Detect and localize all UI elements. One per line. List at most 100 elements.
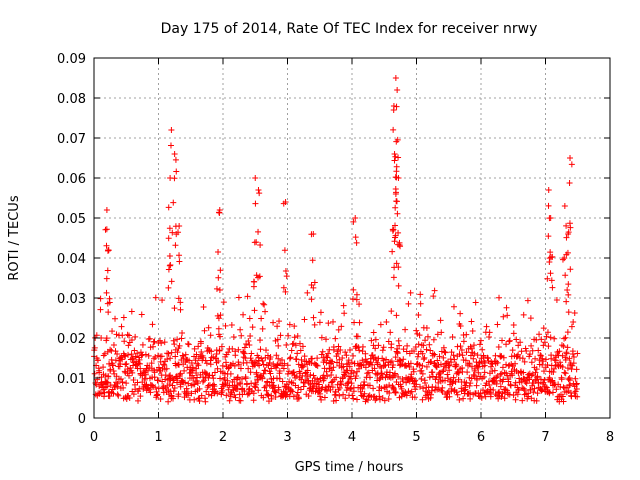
data-point — [252, 200, 259, 207]
data-point — [527, 315, 534, 322]
data-point — [392, 389, 399, 396]
data-point — [420, 342, 427, 349]
data-point — [176, 258, 183, 265]
data-point — [280, 284, 287, 291]
data-point — [225, 365, 232, 372]
data-point — [238, 332, 245, 339]
data-point — [93, 332, 100, 339]
data-point — [454, 391, 461, 398]
data-point — [142, 371, 149, 378]
data-point — [390, 226, 397, 233]
data-point — [171, 384, 178, 391]
data-point — [226, 382, 233, 389]
data-point — [467, 389, 474, 396]
data-point — [232, 394, 239, 401]
data-point — [174, 336, 181, 343]
data-point — [437, 361, 444, 368]
data-point — [169, 229, 176, 236]
data-point — [392, 354, 399, 361]
data-point — [171, 151, 178, 157]
data-point — [503, 361, 510, 368]
data-point — [513, 336, 520, 343]
data-point — [255, 228, 262, 235]
data-point — [152, 384, 159, 391]
data-point — [110, 341, 117, 348]
data-point — [353, 296, 360, 303]
data-point — [400, 378, 407, 385]
data-point — [259, 375, 266, 382]
data-point — [544, 361, 551, 368]
data-point — [477, 390, 484, 397]
data-point — [567, 266, 574, 273]
data-point — [506, 338, 513, 345]
data-point — [453, 362, 460, 369]
data-point — [166, 381, 173, 388]
data-point — [146, 335, 153, 342]
x-tick-label: 0 — [90, 430, 98, 445]
data-point — [521, 358, 528, 365]
data-point — [280, 200, 287, 207]
data-point — [425, 384, 432, 391]
data-point — [223, 392, 230, 399]
data-point — [510, 392, 517, 399]
data-point — [292, 342, 299, 349]
data-point — [267, 353, 274, 360]
data-point — [275, 386, 282, 393]
data-point — [532, 355, 539, 362]
data-point — [317, 309, 324, 316]
data-point — [294, 333, 301, 340]
data-point — [430, 336, 437, 343]
data-point — [126, 394, 133, 401]
data-point — [503, 341, 510, 348]
data-point — [388, 358, 395, 365]
data-point — [138, 311, 145, 318]
data-point — [426, 341, 433, 348]
data-point — [395, 175, 402, 181]
data-point — [392, 388, 399, 395]
data-point — [547, 249, 554, 256]
data-point — [323, 359, 330, 366]
data-point — [402, 389, 409, 396]
data-point — [171, 341, 178, 348]
data-point — [185, 380, 192, 387]
data-point — [559, 256, 566, 263]
data-point — [469, 328, 476, 335]
data-point — [419, 396, 426, 403]
data-point — [372, 336, 379, 343]
data-point — [372, 354, 379, 361]
data-point — [242, 375, 249, 382]
data-point — [446, 367, 453, 374]
data-point — [141, 376, 148, 383]
data-point — [177, 370, 184, 377]
data-point — [564, 249, 571, 256]
data-point — [520, 311, 527, 318]
data-point — [528, 359, 535, 366]
data-point — [538, 387, 545, 394]
data-point — [509, 372, 516, 379]
data-point — [209, 372, 216, 379]
data-point — [457, 323, 464, 330]
data-point — [526, 351, 533, 358]
data-point — [192, 357, 199, 364]
data-point — [404, 342, 411, 349]
data-point — [354, 396, 360, 403]
data-point — [247, 369, 254, 376]
data-point — [295, 361, 302, 368]
data-point — [353, 372, 360, 379]
data-point — [340, 391, 347, 398]
data-point — [145, 367, 152, 374]
data-point — [127, 365, 134, 372]
data-point — [172, 242, 179, 249]
data-point — [165, 204, 172, 211]
data-point — [557, 383, 564, 390]
data-point — [301, 316, 308, 323]
data-point — [396, 356, 403, 363]
data-point — [510, 322, 517, 329]
data-point — [263, 387, 270, 394]
data-point — [450, 374, 457, 381]
data-point — [561, 203, 568, 209]
data-point — [196, 385, 203, 392]
data-point — [472, 299, 479, 306]
data-point — [534, 373, 541, 380]
data-point — [260, 370, 267, 377]
